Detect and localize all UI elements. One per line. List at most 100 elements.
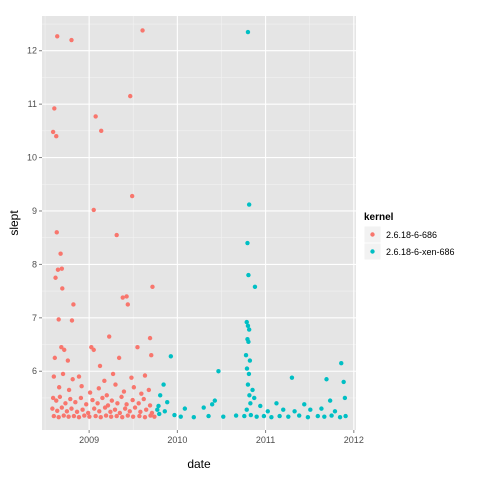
data-point-series-0 [52, 106, 57, 111]
data-point-series-0 [91, 207, 96, 213]
data-point-series-1 [245, 240, 250, 246]
data-point-series-1 [274, 401, 279, 406]
x-tick-label: 2010 [167, 435, 187, 445]
legend-title: kernel [364, 212, 394, 223]
data-point-series-0 [66, 414, 71, 419]
data-point-series-1 [209, 402, 215, 407]
data-point-series-0 [57, 394, 63, 400]
data-point-series-1 [245, 29, 251, 35]
data-point-series-1 [162, 409, 167, 414]
data-point-series-0 [116, 355, 122, 361]
data-point-series-1 [206, 413, 211, 419]
data-point-series-0 [59, 405, 65, 410]
data-point-series-1 [165, 400, 170, 405]
data-point-series-0 [87, 414, 92, 419]
data-point-series-1 [247, 358, 253, 363]
data-point-series-1 [269, 414, 274, 420]
data-point-series-1 [201, 405, 206, 410]
data-point-series-1 [243, 353, 249, 358]
data-point-series-1 [327, 398, 333, 403]
data-point-series-0 [61, 413, 66, 418]
data-point-series-0 [97, 409, 102, 414]
data-point-series-1 [254, 414, 259, 419]
data-point-series-1 [258, 403, 263, 409]
data-point-series-0 [135, 345, 140, 350]
data-point-series-0 [98, 414, 103, 420]
data-point-series-0 [50, 129, 56, 135]
legend-key-0 [370, 232, 375, 237]
data-point-series-1 [337, 414, 343, 420]
data-point-series-0 [71, 302, 76, 307]
data-point-series-0 [54, 133, 59, 139]
data-point-series-0 [139, 391, 144, 396]
data-point-series-1 [247, 393, 252, 398]
data-point-series-1 [246, 202, 252, 207]
data-point-series-0 [80, 407, 85, 412]
data-point-series-0 [87, 390, 93, 395]
data-point-series-0 [51, 413, 57, 419]
data-point-series-1 [329, 413, 334, 418]
data-point-series-1 [246, 327, 252, 332]
data-point-series-1 [324, 377, 329, 382]
data-point-series-1 [212, 398, 218, 403]
data-point-series-0 [146, 387, 152, 393]
data-point-series-1 [252, 395, 257, 401]
data-point-series-0 [140, 28, 145, 33]
data-point-series-0 [119, 394, 124, 400]
data-point-series-0 [147, 335, 153, 341]
data-point-series-1 [157, 411, 162, 417]
data-point-series-0 [137, 413, 142, 419]
data-point-series-0 [93, 114, 98, 119]
data-point-series-0 [125, 413, 131, 418]
data-point-series-0 [114, 413, 119, 419]
data-point-series-0 [50, 395, 56, 401]
y-tick-label: 11 [28, 99, 37, 109]
data-point-series-1 [322, 414, 327, 419]
data-point-series-1 [156, 403, 161, 409]
data-point-series-0 [132, 405, 138, 410]
data-point-series-1 [289, 375, 295, 380]
data-point-series-0 [131, 385, 137, 390]
data-point-series-0 [121, 389, 127, 394]
data-point-series-0 [68, 396, 73, 402]
data-point-series-0 [55, 408, 60, 413]
legend: kernel 2.6.18-6-686 2.6.18-6-xen-686 [363, 212, 455, 261]
data-point-series-1 [319, 406, 324, 411]
data-point-series-0 [120, 295, 125, 300]
data-point-series-0 [107, 334, 112, 339]
data-point-series-0 [138, 409, 143, 415]
data-points [50, 28, 348, 420]
data-point-series-0 [127, 409, 132, 414]
data-point-series-0 [69, 406, 74, 411]
data-point-series-0 [56, 317, 61, 322]
data-point-series-1 [302, 402, 307, 407]
data-point-series-1 [277, 413, 282, 419]
data-point-series-0 [100, 395, 105, 401]
data-point-series-0 [102, 378, 107, 384]
x-tick-label: 2011 [256, 435, 275, 445]
y-axis: 6 7 8 9 10 11 12 [27, 46, 42, 376]
data-point-series-0 [124, 402, 129, 407]
data-point-series-0 [70, 377, 75, 382]
x-axis-title: date [187, 457, 211, 471]
data-point-series-0 [108, 409, 113, 415]
data-point-series-0 [78, 395, 84, 401]
data-point-series-1 [286, 414, 291, 419]
data-point-series-0 [110, 371, 116, 377]
data-point-series-0 [104, 393, 109, 398]
y-tick-label: 8 [32, 259, 37, 269]
data-point-series-0 [92, 406, 97, 411]
data-point-series-0 [113, 382, 118, 387]
data-point-series-0 [71, 413, 77, 419]
data-point-series-1 [315, 413, 321, 419]
data-point-series-0 [108, 414, 114, 419]
data-point-series-0 [142, 414, 148, 420]
data-point-series-1 [261, 413, 267, 419]
data-point-series-0 [53, 275, 58, 280]
data-point-series-0 [93, 413, 98, 419]
data-point-series-0 [129, 193, 135, 199]
data-point-series-0 [91, 347, 96, 353]
data-point-series-0 [85, 410, 91, 416]
data-point-series-1 [265, 409, 270, 414]
